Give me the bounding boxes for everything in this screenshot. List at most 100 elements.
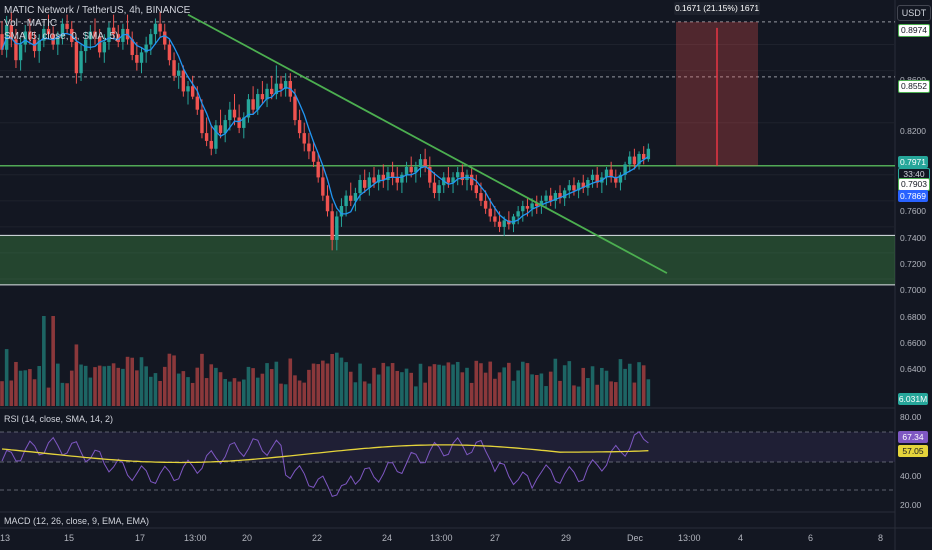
volume-bar xyxy=(14,361,18,406)
time-label: 29 xyxy=(561,533,572,543)
volume-bar xyxy=(488,361,493,406)
candle-body xyxy=(37,40,41,52)
volume-bar xyxy=(511,380,516,406)
volume-bar xyxy=(316,364,320,406)
candle-body xyxy=(609,169,613,178)
volume-bar xyxy=(479,363,483,406)
volume-bar xyxy=(265,363,269,406)
volume-bar xyxy=(567,361,572,406)
volume-bar xyxy=(28,369,32,406)
candle-body xyxy=(325,195,330,212)
volume-bar xyxy=(232,378,237,406)
candle-body xyxy=(386,172,390,180)
volume-bar xyxy=(121,368,125,406)
rsi-value-tag: 67.34 xyxy=(898,431,928,443)
volume-bar xyxy=(302,382,307,406)
rsi-legend: RSI (14, close, SMA, 14, 2) xyxy=(4,414,114,424)
time-label: 22 xyxy=(312,533,323,543)
volume-bar xyxy=(172,355,176,406)
volume-bar xyxy=(353,382,358,406)
candle-body xyxy=(530,203,534,209)
volume-bar xyxy=(428,366,432,406)
volume-bar xyxy=(88,377,93,406)
candle-body xyxy=(381,174,385,180)
volume-bar xyxy=(139,357,144,406)
candle-body xyxy=(111,27,116,35)
volume-bar xyxy=(186,377,190,406)
candle-body xyxy=(228,109,232,121)
volume-legend: Vol · MATIC xyxy=(4,18,58,29)
volume-bar xyxy=(158,380,162,406)
volume-bar xyxy=(307,369,311,406)
volume-bar xyxy=(372,367,376,406)
volume-bar xyxy=(637,362,641,406)
candle-body xyxy=(65,23,69,29)
candle-body xyxy=(460,172,465,180)
volume-bar xyxy=(437,364,441,406)
volume-bar xyxy=(162,366,167,406)
rsi-line xyxy=(1,430,649,498)
price-tick: 0.7000 xyxy=(900,285,926,295)
volume-bar xyxy=(502,367,506,406)
last-price-tag: 0.7971 xyxy=(898,156,928,168)
candle-body xyxy=(451,177,455,183)
volume-bar xyxy=(362,381,367,406)
volume-bar xyxy=(474,360,479,406)
candle-body xyxy=(335,216,339,240)
volume-bar xyxy=(572,385,576,406)
volume-bar xyxy=(330,354,334,406)
volume-bar xyxy=(600,367,604,406)
candle-body xyxy=(418,159,423,167)
volume-bar xyxy=(539,373,544,406)
volume-bar xyxy=(125,356,130,406)
volume-bar xyxy=(130,357,134,406)
volume-bar xyxy=(56,363,60,406)
candle-body xyxy=(14,39,18,61)
volume-bar xyxy=(293,375,297,406)
volume-bar xyxy=(325,363,330,406)
volume-bar xyxy=(507,362,511,406)
candle-body xyxy=(358,180,362,194)
volume-bar xyxy=(414,386,418,406)
rsi-tick: 20.00 xyxy=(900,500,922,510)
volume-bar xyxy=(618,359,623,406)
measure-label: 0.1671 (21.15%) 1671 xyxy=(674,2,760,15)
volume-bar xyxy=(37,366,41,406)
volume-bar xyxy=(339,357,344,406)
candle-body xyxy=(614,177,618,183)
currency-button[interactable]: USDT xyxy=(897,5,931,21)
candle-body xyxy=(414,166,418,173)
volume-bar xyxy=(93,367,97,406)
volume-bar xyxy=(469,382,474,406)
volume-bar xyxy=(32,379,37,406)
volume-bar xyxy=(404,368,409,406)
candle-body xyxy=(149,34,153,45)
time-label: 17 xyxy=(135,533,146,543)
volume-bar xyxy=(190,382,195,406)
volume-bar xyxy=(344,362,348,406)
volume-bar xyxy=(181,371,186,406)
candle-body xyxy=(404,166,409,175)
candle-body xyxy=(628,156,632,165)
volume-bar xyxy=(51,316,55,406)
candle-body xyxy=(42,28,46,41)
volume-bar xyxy=(418,363,423,406)
volume-bar xyxy=(400,372,404,406)
rsi-ma-tag: 57.05 xyxy=(898,445,928,457)
volume-bar xyxy=(79,364,83,406)
candle-body xyxy=(623,164,627,175)
candle-body xyxy=(186,86,190,92)
volume-bar xyxy=(255,377,260,406)
volume-bar xyxy=(530,374,534,406)
candle-body xyxy=(567,185,571,191)
descending-trendline xyxy=(187,13,668,274)
candle-body xyxy=(330,211,334,240)
volume-bar xyxy=(460,372,465,406)
price-tick: 0.6400 xyxy=(900,364,926,374)
candle-body xyxy=(549,195,553,201)
volume-bar xyxy=(0,381,4,406)
volume-bar xyxy=(534,374,539,406)
candle-body xyxy=(469,174,474,186)
volume-bar xyxy=(228,381,232,406)
